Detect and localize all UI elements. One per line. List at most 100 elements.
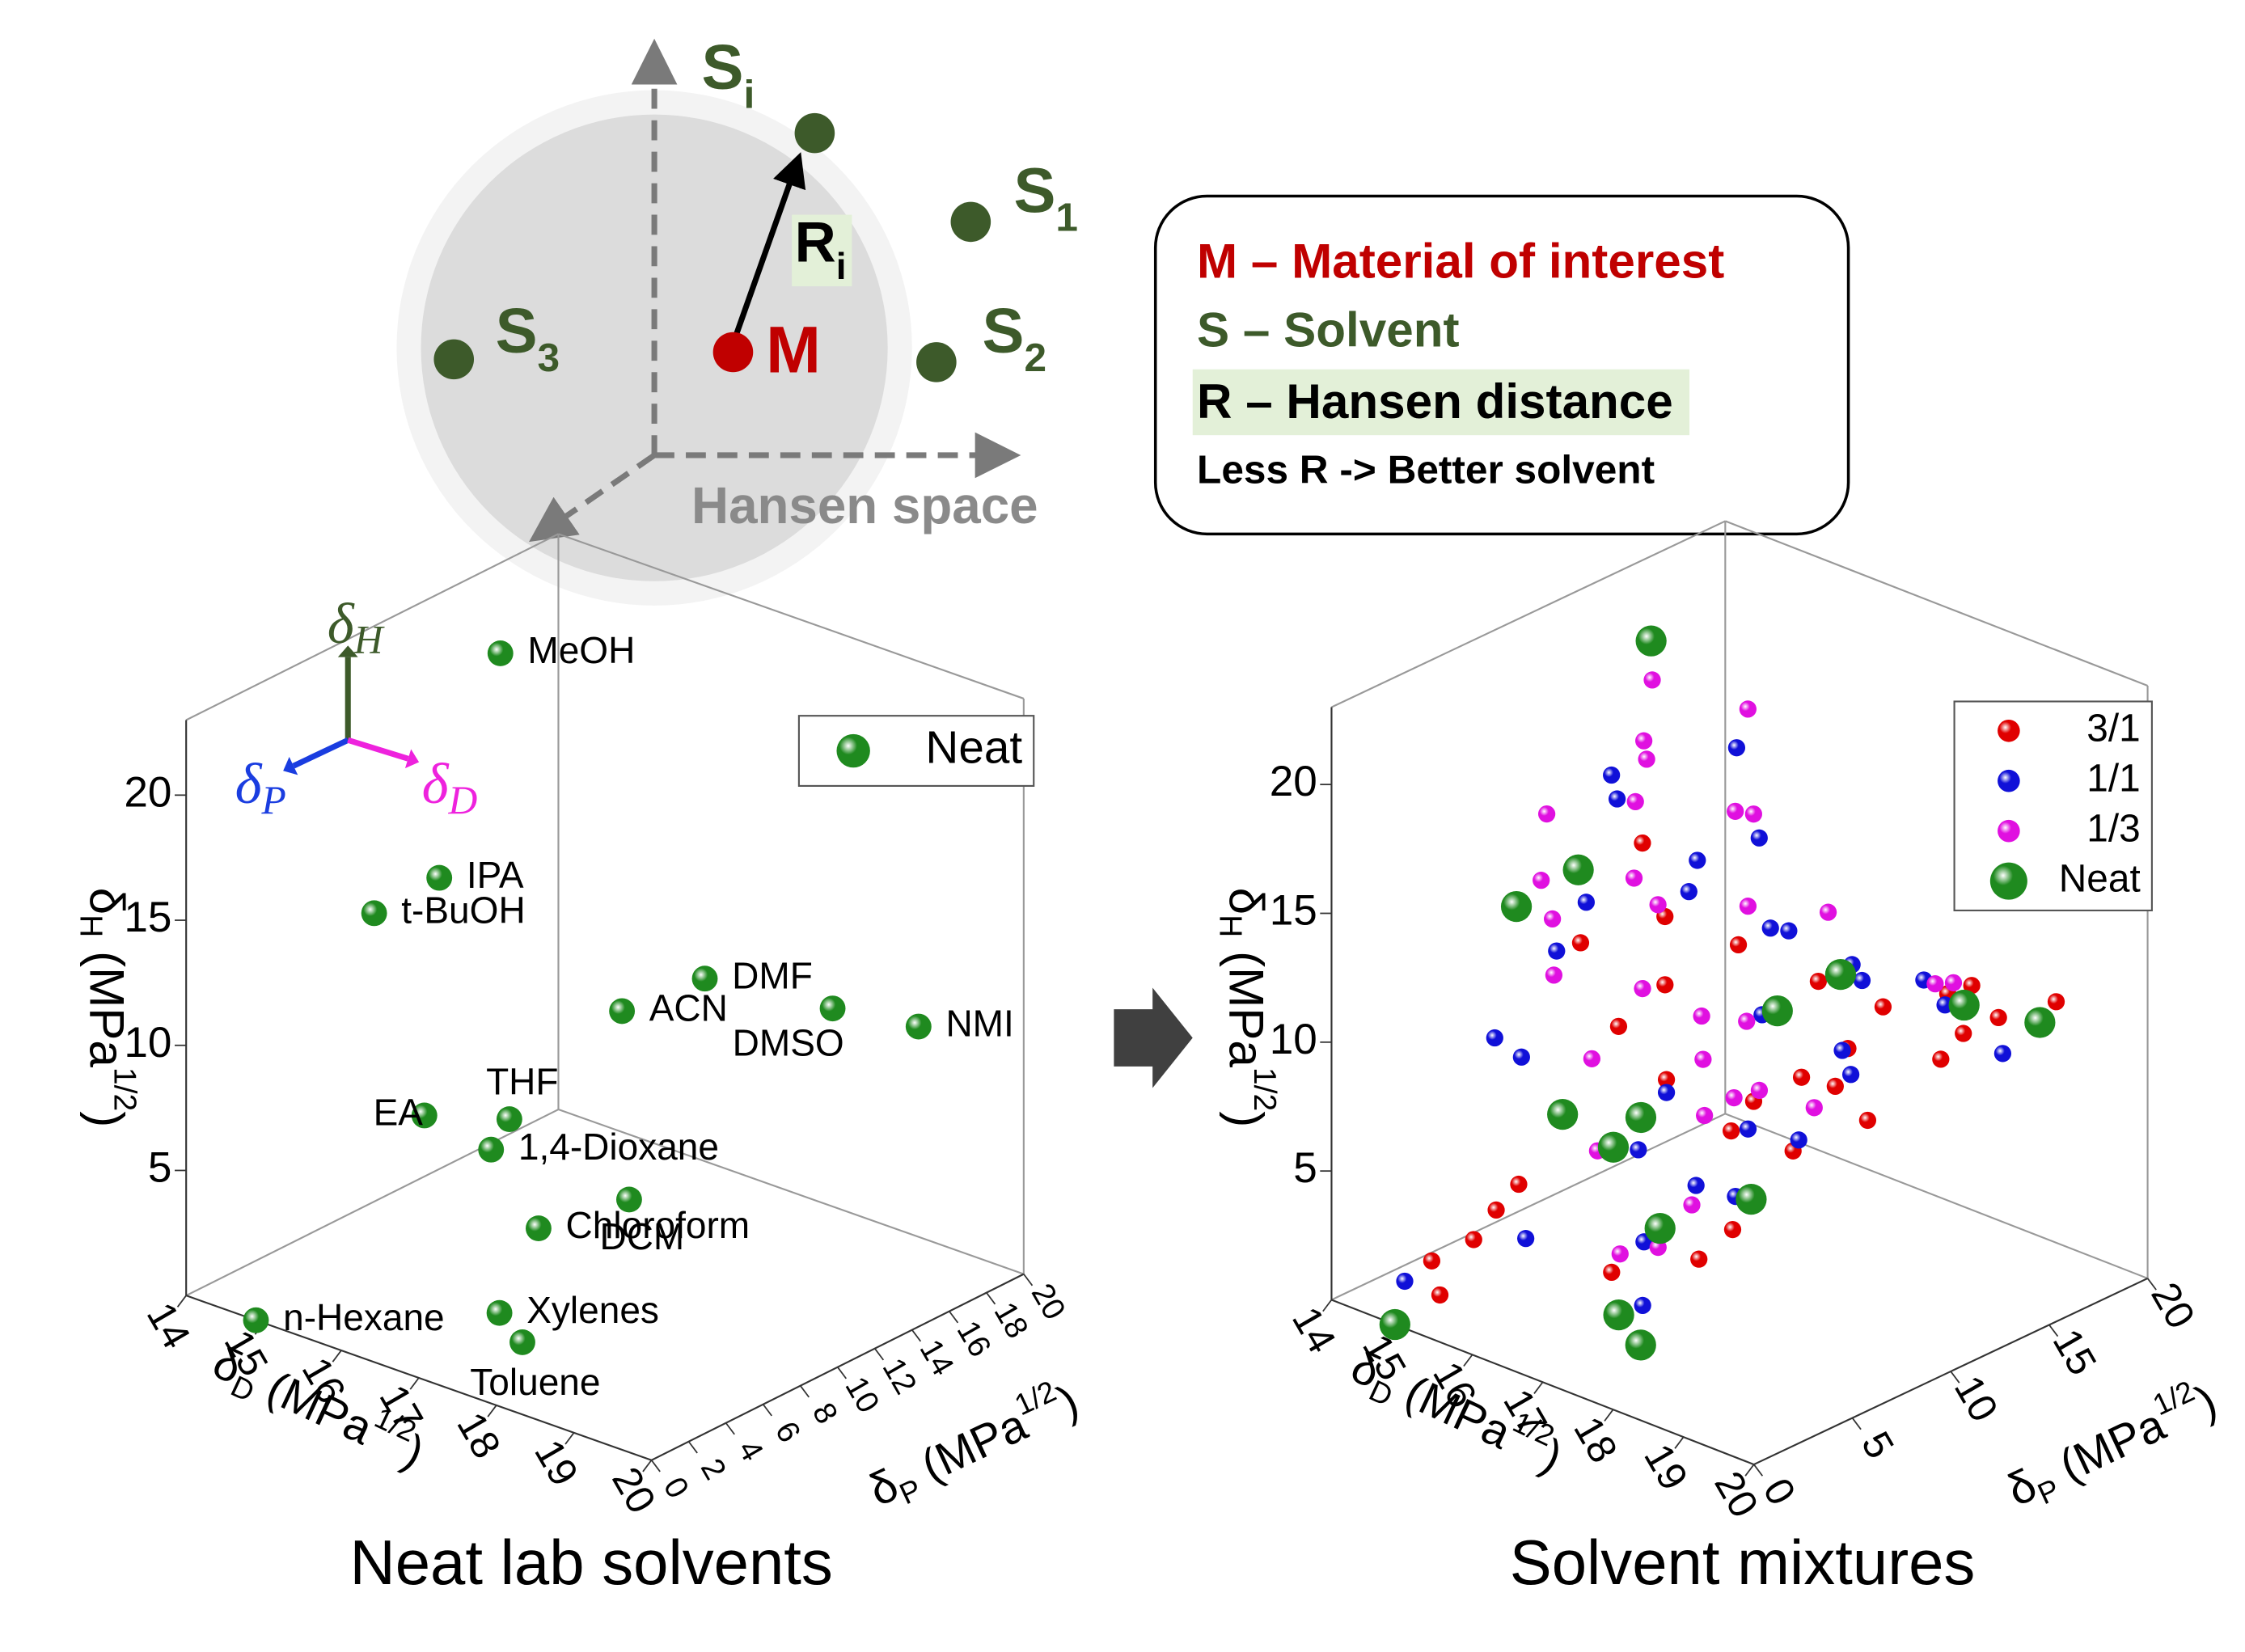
box-edge xyxy=(558,1109,1025,1275)
data-point xyxy=(1547,1099,1579,1130)
data-point xyxy=(361,900,387,927)
data-point xyxy=(1739,898,1757,915)
data-point xyxy=(1727,739,1746,757)
y-tick xyxy=(1753,1464,1764,1477)
data-point xyxy=(1625,1101,1657,1134)
data-point xyxy=(1790,1131,1807,1149)
data-point xyxy=(1656,976,1674,994)
solvent-label: S3 xyxy=(496,294,560,380)
data-point xyxy=(1680,883,1697,901)
symbol: δ xyxy=(235,753,263,816)
data-point xyxy=(1739,1120,1757,1138)
chart-title: Neat lab solvents xyxy=(350,1527,833,1598)
subscript: H xyxy=(353,618,386,662)
data-point xyxy=(1693,1007,1710,1025)
legend-line: M – Material of interest xyxy=(1197,234,1724,288)
data-point xyxy=(1723,1122,1740,1140)
y-tick xyxy=(687,1441,698,1454)
z-tick-label: 20 xyxy=(1270,758,1317,805)
y-tick-label: 4 xyxy=(731,1434,770,1467)
data-point xyxy=(1963,977,1981,995)
data-point xyxy=(1379,1308,1410,1341)
subscript: H xyxy=(73,915,108,937)
data-point xyxy=(1694,1050,1712,1068)
z-tick-label: 15 xyxy=(124,894,171,941)
subscript: 3 xyxy=(538,335,560,380)
data-point xyxy=(1690,1250,1708,1268)
legend-label: Neat xyxy=(925,723,1022,774)
x-tick xyxy=(1533,1381,1544,1394)
data-point xyxy=(1431,1286,1449,1304)
data-point xyxy=(1597,1131,1630,1163)
data-point xyxy=(1611,1245,1629,1263)
subscript: 2 xyxy=(1024,335,1046,380)
distance-arrow xyxy=(730,152,806,345)
y-tick xyxy=(911,1329,922,1342)
data-point xyxy=(1874,998,1892,1016)
data-point xyxy=(1944,974,1963,991)
x-tick-label: 14 xyxy=(138,1295,200,1356)
data-point xyxy=(691,965,718,992)
data-point xyxy=(1544,910,1562,928)
legend-label: 3/1 xyxy=(2086,707,2140,750)
data-point xyxy=(1571,934,1590,952)
x-tick-label: 14 xyxy=(1283,1299,1345,1361)
data-point xyxy=(1603,1263,1621,1282)
box-edge xyxy=(1331,1113,1726,1301)
data-point xyxy=(1805,1099,1823,1117)
x-tick xyxy=(1674,1436,1685,1449)
axis-label: δH (MPa1/2) xyxy=(73,888,142,1128)
data-point xyxy=(1744,805,1762,823)
point-label: Chloroform xyxy=(566,1204,750,1246)
label: R xyxy=(795,210,836,274)
data-point xyxy=(1841,1066,1860,1084)
data-point xyxy=(509,1329,535,1355)
solvent-point xyxy=(433,339,475,380)
symbol: δ xyxy=(328,593,355,656)
subscript: P xyxy=(261,778,286,822)
y-tick-label: 8 xyxy=(805,1397,844,1430)
legend-marker xyxy=(1989,862,2027,900)
unit-close: ) xyxy=(1220,1111,1274,1127)
point-label: EA xyxy=(374,1092,424,1134)
icon-arrowhead xyxy=(337,645,358,657)
point-label: t-BuOH xyxy=(401,889,525,932)
solvent-label: Si xyxy=(702,31,755,116)
data-point xyxy=(525,1215,552,1242)
legend-marker xyxy=(1998,719,2020,742)
legend-label: 1/1 xyxy=(2086,757,2140,800)
icon-axis xyxy=(347,737,409,762)
data-point xyxy=(496,1106,522,1132)
data-point xyxy=(1510,1175,1528,1194)
y-tick xyxy=(1950,1371,1960,1384)
data-point xyxy=(1625,1329,1656,1361)
data-point xyxy=(1635,625,1667,657)
x-tick-label: 19 xyxy=(526,1432,587,1494)
data-point xyxy=(1465,1231,1482,1249)
data-point xyxy=(1577,894,1595,911)
data-point xyxy=(819,995,846,1022)
data-point xyxy=(1486,1029,1503,1047)
legend-line: Less R -> Better solvent xyxy=(1197,446,1655,492)
data-point xyxy=(609,998,636,1025)
data-point xyxy=(1634,834,1651,852)
data-point xyxy=(487,640,514,666)
data-point xyxy=(1696,1106,1714,1125)
point-label: MeOH xyxy=(527,629,635,671)
point-label: Xylenes xyxy=(526,1289,659,1331)
data-point xyxy=(1725,1088,1743,1107)
transition-arrow xyxy=(1114,987,1193,1088)
space-label: Hansen space xyxy=(691,476,1038,534)
x-tick xyxy=(409,1377,420,1390)
data-point xyxy=(1738,1012,1756,1030)
data-point xyxy=(1562,854,1594,885)
x-tick xyxy=(176,1295,187,1308)
data-point xyxy=(1750,829,1768,847)
data-point xyxy=(426,864,453,891)
point-label: DCM xyxy=(599,1215,684,1257)
x-tick xyxy=(332,1350,342,1363)
label: S xyxy=(1013,154,1055,225)
data-point xyxy=(1626,792,1644,811)
data-point xyxy=(1761,995,1793,1027)
data-point xyxy=(1603,1299,1634,1331)
